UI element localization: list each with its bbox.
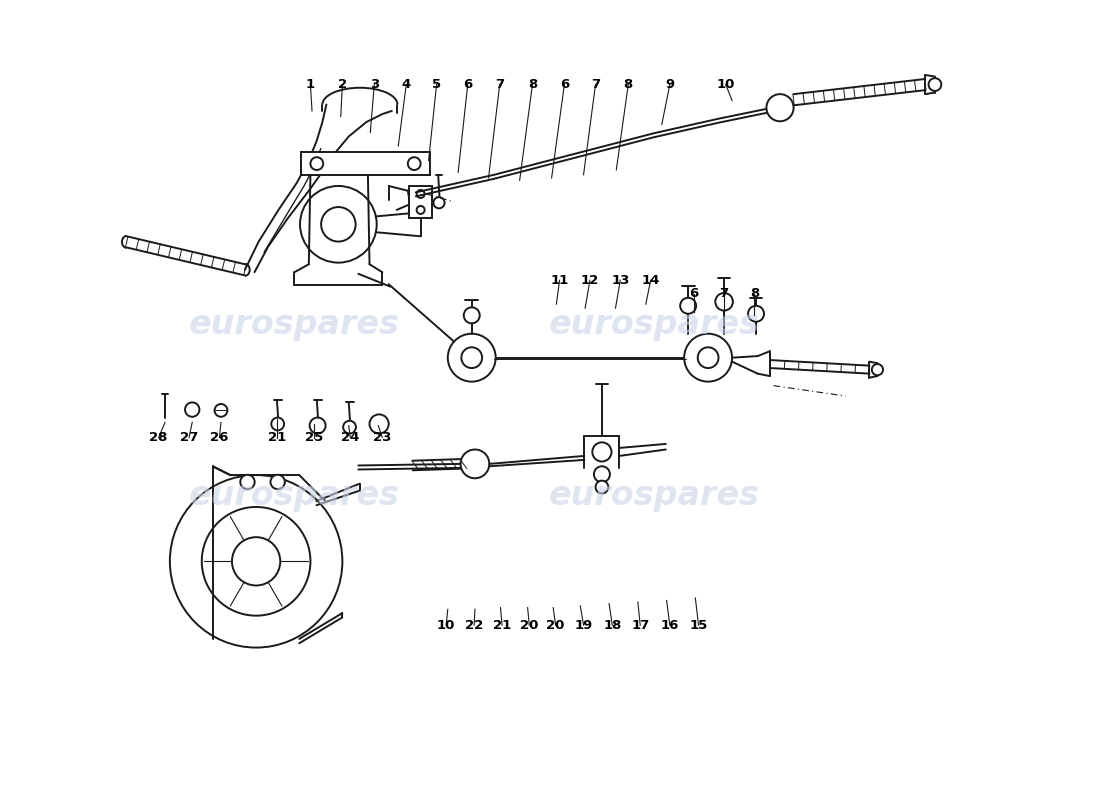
Text: 6: 6 bbox=[689, 287, 698, 300]
Circle shape bbox=[433, 197, 444, 208]
Text: 5: 5 bbox=[432, 78, 441, 91]
Circle shape bbox=[343, 421, 356, 434]
Text: 18: 18 bbox=[603, 618, 622, 632]
Circle shape bbox=[321, 207, 355, 242]
Text: 25: 25 bbox=[306, 431, 323, 444]
Text: 7: 7 bbox=[591, 78, 601, 91]
Circle shape bbox=[408, 158, 420, 170]
Text: eurospares: eurospares bbox=[189, 479, 400, 512]
Circle shape bbox=[448, 334, 496, 382]
Text: 27: 27 bbox=[180, 431, 198, 444]
Text: 17: 17 bbox=[631, 618, 649, 632]
Text: 26: 26 bbox=[210, 431, 229, 444]
Text: 15: 15 bbox=[690, 618, 707, 632]
Text: 28: 28 bbox=[150, 431, 168, 444]
Text: 20: 20 bbox=[547, 618, 564, 632]
Circle shape bbox=[240, 474, 255, 489]
Circle shape bbox=[417, 190, 425, 198]
Circle shape bbox=[684, 334, 733, 382]
Circle shape bbox=[594, 466, 609, 482]
Circle shape bbox=[592, 442, 612, 462]
Circle shape bbox=[928, 78, 942, 91]
Text: 10: 10 bbox=[437, 618, 455, 632]
Circle shape bbox=[309, 418, 326, 434]
Text: 11: 11 bbox=[550, 274, 569, 286]
Text: 4: 4 bbox=[402, 78, 411, 91]
Circle shape bbox=[214, 404, 228, 417]
Text: 7: 7 bbox=[495, 78, 504, 91]
Circle shape bbox=[310, 158, 323, 170]
Circle shape bbox=[680, 298, 696, 314]
Text: 22: 22 bbox=[465, 618, 483, 632]
Text: 9: 9 bbox=[666, 78, 674, 91]
Text: 21: 21 bbox=[267, 431, 286, 444]
Text: 14: 14 bbox=[641, 274, 660, 286]
Text: 8: 8 bbox=[750, 287, 759, 300]
Text: 10: 10 bbox=[716, 78, 735, 91]
Circle shape bbox=[461, 450, 490, 478]
Text: 16: 16 bbox=[661, 618, 679, 632]
Circle shape bbox=[595, 481, 608, 494]
Circle shape bbox=[748, 306, 764, 322]
Text: 23: 23 bbox=[373, 431, 392, 444]
Circle shape bbox=[232, 537, 280, 586]
Circle shape bbox=[185, 402, 199, 417]
Text: 19: 19 bbox=[574, 618, 593, 632]
Circle shape bbox=[201, 507, 310, 616]
Circle shape bbox=[767, 94, 793, 122]
Text: 1: 1 bbox=[306, 78, 315, 91]
Circle shape bbox=[271, 474, 285, 489]
Circle shape bbox=[464, 307, 480, 323]
Circle shape bbox=[169, 475, 342, 647]
Circle shape bbox=[370, 414, 388, 434]
Circle shape bbox=[417, 206, 425, 214]
Text: 13: 13 bbox=[612, 274, 629, 286]
Text: 6: 6 bbox=[463, 78, 472, 91]
Circle shape bbox=[715, 293, 733, 310]
Text: 12: 12 bbox=[581, 274, 600, 286]
Text: eurospares: eurospares bbox=[548, 479, 759, 512]
Text: eurospares: eurospares bbox=[548, 308, 759, 341]
Text: eurospares: eurospares bbox=[189, 308, 400, 341]
Text: 8: 8 bbox=[528, 78, 537, 91]
Text: 24: 24 bbox=[341, 431, 360, 444]
Circle shape bbox=[697, 347, 718, 368]
Text: 8: 8 bbox=[624, 78, 632, 91]
Text: 21: 21 bbox=[493, 618, 512, 632]
Circle shape bbox=[300, 186, 376, 262]
Text: 20: 20 bbox=[520, 618, 538, 632]
Polygon shape bbox=[409, 186, 432, 218]
Circle shape bbox=[461, 347, 482, 368]
Text: 6: 6 bbox=[560, 78, 569, 91]
Polygon shape bbox=[300, 153, 430, 174]
Circle shape bbox=[272, 418, 284, 430]
Text: 7: 7 bbox=[719, 287, 728, 300]
Text: 2: 2 bbox=[338, 78, 346, 91]
Text: 3: 3 bbox=[370, 78, 378, 91]
Circle shape bbox=[872, 364, 883, 375]
